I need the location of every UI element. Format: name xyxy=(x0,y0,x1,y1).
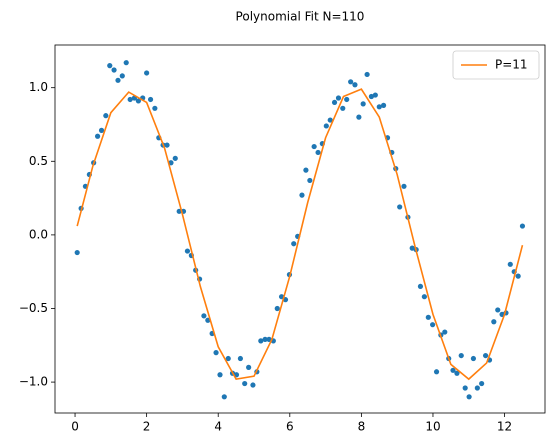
x-tick-label: 6 xyxy=(286,420,294,434)
point xyxy=(479,380,485,387)
point xyxy=(123,60,129,66)
point xyxy=(515,273,521,279)
point xyxy=(184,248,191,254)
y-tick-label: −1.0 xyxy=(19,375,48,389)
point xyxy=(266,336,272,342)
point xyxy=(425,314,431,320)
point xyxy=(246,364,252,370)
point xyxy=(119,73,125,79)
point xyxy=(323,123,329,129)
point xyxy=(450,367,456,373)
point xyxy=(217,372,223,378)
point xyxy=(201,313,207,319)
point xyxy=(225,355,231,362)
point xyxy=(360,101,366,107)
point xyxy=(458,352,464,359)
point xyxy=(442,329,448,335)
legend-box xyxy=(452,50,540,80)
y-tick-label: 1.0 xyxy=(29,80,48,94)
x-tick-label: 4 xyxy=(214,420,222,434)
point xyxy=(250,382,256,388)
point xyxy=(213,350,219,356)
point xyxy=(519,223,526,229)
point xyxy=(433,369,440,375)
point xyxy=(454,370,460,376)
fit-line xyxy=(76,88,524,381)
point xyxy=(491,319,497,325)
point xyxy=(409,245,415,251)
point xyxy=(107,63,113,69)
point xyxy=(98,127,105,133)
point xyxy=(356,114,362,120)
x-tick-label: 2 xyxy=(143,420,151,434)
point xyxy=(482,352,489,359)
point xyxy=(94,133,101,139)
point xyxy=(274,305,280,312)
point xyxy=(242,380,248,387)
point xyxy=(376,104,382,110)
point xyxy=(466,394,472,400)
point xyxy=(462,385,468,391)
point xyxy=(417,283,424,290)
point xyxy=(299,192,305,198)
point xyxy=(237,355,244,362)
point xyxy=(364,71,370,78)
point xyxy=(311,143,317,150)
x-tick-label: 10 xyxy=(425,420,440,434)
point xyxy=(315,149,321,156)
point xyxy=(421,294,427,300)
point xyxy=(327,117,333,123)
point xyxy=(372,92,378,98)
x-tick-label: 8 xyxy=(358,420,366,434)
point xyxy=(340,105,346,111)
point xyxy=(401,183,407,189)
point xyxy=(127,96,133,103)
point xyxy=(352,82,358,88)
point xyxy=(164,142,170,148)
point xyxy=(380,102,387,108)
legend-label: P=11 xyxy=(495,58,528,72)
point xyxy=(344,96,350,103)
point xyxy=(303,167,309,173)
point xyxy=(135,98,141,104)
axes-frame xyxy=(54,44,546,414)
x-tick-label: 12 xyxy=(497,420,512,434)
point xyxy=(262,336,268,342)
point xyxy=(221,394,227,400)
point xyxy=(331,99,338,106)
point xyxy=(335,95,342,101)
point xyxy=(152,105,158,111)
point xyxy=(397,204,403,210)
chart-title: Polynomial Fit N=110 xyxy=(236,10,365,24)
point xyxy=(147,96,154,103)
point xyxy=(115,77,121,83)
point xyxy=(205,317,211,323)
point xyxy=(172,155,178,161)
point xyxy=(111,67,117,73)
point xyxy=(348,79,354,85)
y-tick-label: 0.0 xyxy=(29,227,48,241)
point xyxy=(74,249,80,256)
point xyxy=(258,338,264,344)
point xyxy=(144,70,150,76)
point xyxy=(470,355,477,362)
point xyxy=(307,177,313,184)
point xyxy=(507,261,513,267)
point xyxy=(103,113,109,119)
point xyxy=(368,93,375,100)
point xyxy=(430,322,436,328)
point xyxy=(495,307,501,313)
y-tick-label: 0.5 xyxy=(29,154,48,168)
x-tick-label: 0 xyxy=(71,420,79,434)
y-tick-label: −0.5 xyxy=(19,301,48,315)
point xyxy=(291,241,297,247)
point xyxy=(474,385,480,391)
